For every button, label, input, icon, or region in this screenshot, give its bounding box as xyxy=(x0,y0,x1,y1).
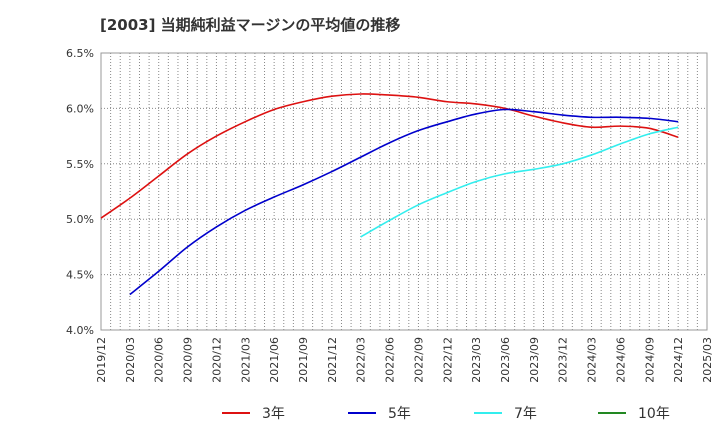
series-line-3年 xyxy=(100,93,679,219)
grid xyxy=(101,53,707,330)
x-tick-label: 2023/03 xyxy=(470,337,483,383)
legend: 3年 5年 7年 10年 xyxy=(222,406,670,422)
x-tick-label: 2024/09 xyxy=(643,337,656,383)
y-tick-label: 4.0% xyxy=(66,324,94,337)
x-tick-label: 2020/12 xyxy=(210,337,223,383)
x-tick-label: 2024/12 xyxy=(672,337,685,383)
x-tick-label: 2020/06 xyxy=(153,337,166,383)
series-line-5年 xyxy=(129,108,679,296)
x-tick-label: 2019/12 xyxy=(95,337,108,383)
legend-label: 10年 xyxy=(638,406,670,422)
y-tick-label: 6.0% xyxy=(66,102,94,115)
x-tick-label: 2024/06 xyxy=(614,337,627,383)
x-tick-label: 2021/03 xyxy=(239,337,252,383)
series-line-7年 xyxy=(360,126,679,238)
x-tick-label: 2021/12 xyxy=(326,337,339,383)
legend-label: 3年 xyxy=(262,406,285,422)
y-tick-label: 4.5% xyxy=(66,269,94,282)
x-tick-label: 2021/06 xyxy=(268,337,281,383)
x-tick-label: 2023/06 xyxy=(499,337,512,383)
y-axis-ticks: 4.0% 4.5% 5.0% 5.5% 6.0% 6.5% xyxy=(66,47,94,337)
x-tick-label: 2024/03 xyxy=(586,337,599,383)
x-axis-ticks: 2019/12 2020/03 2020/06 2020/09 2020/12 2021/… xyxy=(95,337,714,383)
x-tick-label: 2020/09 xyxy=(182,337,195,383)
legend-label: 7年 xyxy=(514,406,537,422)
x-tick-label: 2025/03 xyxy=(701,337,714,383)
x-tick-label: 2023/12 xyxy=(557,337,570,383)
x-tick-label: 2022/03 xyxy=(355,337,368,383)
x-tick-label: 2021/09 xyxy=(297,337,310,383)
y-tick-label: 5.5% xyxy=(66,158,94,171)
x-tick-label: 2023/09 xyxy=(528,337,541,383)
x-tick-label: 2020/03 xyxy=(124,337,137,383)
x-tick-label: 2022/06 xyxy=(384,337,397,383)
x-tick-label: 2022/12 xyxy=(441,337,454,383)
y-tick-label: 5.0% xyxy=(66,213,94,226)
y-tick-label: 6.5% xyxy=(66,47,94,60)
x-tick-label: 2022/09 xyxy=(412,337,425,383)
plot-frame xyxy=(100,52,708,331)
chart-title: [2003] 当期純利益マージンの平均値の推移 xyxy=(100,16,401,34)
legend-label: 5年 xyxy=(388,406,411,422)
series-lines xyxy=(100,93,679,296)
